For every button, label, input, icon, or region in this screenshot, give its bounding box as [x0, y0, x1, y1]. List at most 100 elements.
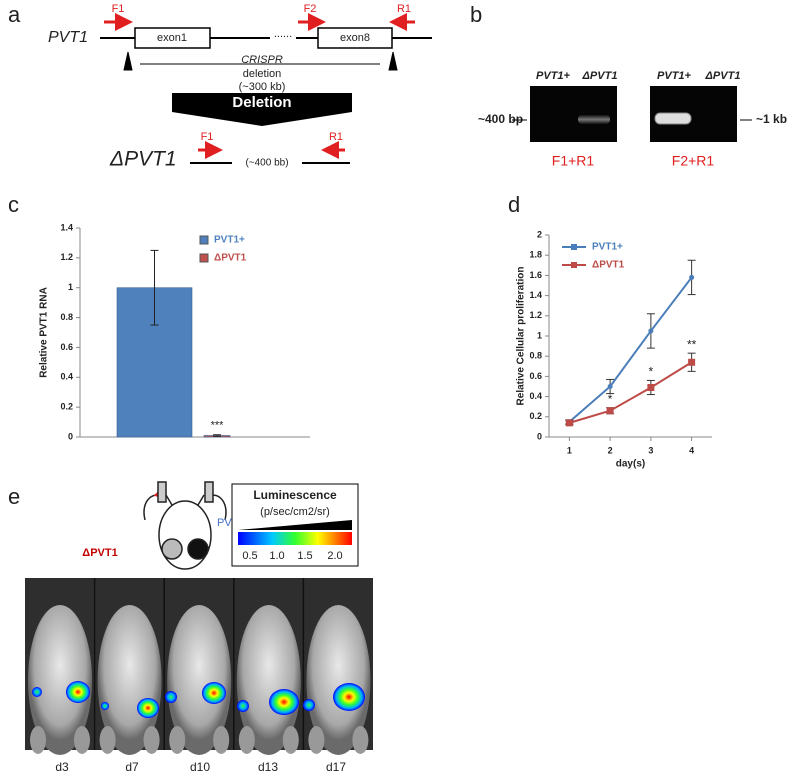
panel-label: c: [8, 192, 19, 217]
exon-box: [134, 27, 211, 49]
mouse-body: [306, 605, 371, 755]
luminescence-signal: [32, 687, 42, 697]
mouse-leg: [352, 726, 369, 754]
size-marker: ~1 kb: [756, 112, 787, 126]
lane-label: PVT1+: [657, 70, 692, 82]
point: [688, 358, 696, 366]
exon-label: exon8: [340, 32, 370, 44]
gel-band: [654, 112, 692, 125]
mouse-body: [28, 605, 92, 755]
panel-label: e: [8, 484, 20, 509]
scale-unit: (p/sec/cm2/sr): [260, 506, 330, 518]
scale-label: 1.0: [269, 550, 284, 562]
mouse-leg: [143, 726, 160, 754]
series-line: [569, 361, 693, 424]
legend-marker: [571, 262, 577, 268]
y-tick-label: 1.2: [529, 310, 542, 320]
luminescence-signal: [202, 682, 226, 704]
y-tick-label: 0.8: [529, 351, 542, 361]
luminescence-signal: [165, 691, 177, 703]
day-label: d13: [258, 760, 278, 774]
y-tick-label: 0: [537, 431, 542, 441]
scale-wedge: [238, 520, 352, 530]
significance: **: [687, 337, 697, 351]
y-tick-label: 0.8: [60, 312, 73, 322]
y-tick-label: 0.6: [60, 342, 73, 352]
y-tick-label: 0.2: [60, 402, 73, 412]
x-axis-label: day(s): [616, 459, 645, 470]
mouse-leg: [74, 726, 90, 754]
primer-pair: F1+R1: [552, 153, 595, 169]
gene-name: PVT1: [48, 29, 88, 46]
deletion-note: deletion: [243, 68, 282, 80]
y-tick-label: 1.4: [529, 290, 542, 300]
y-tick-label: 2: [537, 229, 542, 239]
deleted-gene: ΔPVT1: [109, 148, 177, 171]
point: [606, 407, 614, 415]
point: [689, 274, 695, 280]
scale-title: Luminescence: [253, 488, 337, 502]
gel-panel: PVT1+ ΔPVT1 ~400 bp F1+R1 PVT1+ ΔPVT1 ~1…: [478, 70, 787, 169]
ellipsis: ......: [274, 28, 292, 40]
y-axis-label: Relative PVT1 RNA: [39, 287, 50, 378]
exon-label: exon1: [157, 32, 187, 44]
x-tick-label: 4: [689, 445, 694, 455]
legend-label: ΔPVT1: [214, 253, 247, 264]
primer-label: R1: [397, 3, 411, 15]
mouse-body: [167, 605, 232, 755]
legend-label: PVT1+: [214, 235, 245, 246]
significance: *: [608, 392, 613, 406]
significance: ***: [211, 420, 225, 432]
mouse-leg: [282, 726, 299, 754]
point: [647, 384, 655, 392]
y-tick-label: 1.8: [529, 250, 542, 260]
primer-label: F2: [304, 3, 317, 15]
x-tick-label: 1: [567, 445, 572, 455]
significance: *: [649, 365, 654, 379]
color-bar: [238, 532, 352, 545]
luminescence-signal: [237, 700, 249, 712]
y-axis-label: Relative Cellular proliferation: [516, 267, 527, 406]
mouse-leg: [308, 726, 325, 754]
gel-band: [578, 115, 610, 124]
day-label: d7: [125, 760, 139, 774]
deletion-arrow-label: Deletion: [232, 94, 291, 111]
day-label: d17: [326, 760, 346, 774]
legend-marker: [571, 244, 577, 250]
cut-site: [388, 51, 398, 71]
lane-label: PVT1+: [536, 70, 571, 82]
day-label: d10: [190, 760, 210, 774]
imaging-panel: ΔPVT1 PVT1+ Luminescence (p/sec/cm2/sr) …: [25, 481, 373, 774]
mouse-images: [25, 578, 373, 755]
gene-diagram: PVT1 ...... exon1 exon8 F1 F2 R1 CRISPR …: [48, 3, 432, 171]
series-line: [568, 276, 693, 423]
scale-label: 0.5: [242, 550, 257, 562]
point: [565, 419, 573, 427]
injection-label: ΔPVT1: [82, 547, 117, 559]
mouse-leg: [169, 726, 186, 754]
y-tick-label: 1: [68, 282, 73, 292]
panel-label: b: [470, 2, 482, 27]
mouse-leg: [99, 726, 116, 754]
y-tick-label: 0.4: [60, 372, 73, 382]
gel-image: [530, 86, 617, 142]
luminescence-signal: [66, 681, 90, 703]
legend-label: PVT1+: [592, 242, 623, 253]
crispr-label: CRISPR: [241, 54, 283, 66]
legend-swatch: [199, 253, 209, 263]
y-tick-label: 0.2: [529, 411, 542, 421]
mouse-body: [236, 605, 301, 755]
primer-label: R1: [329, 131, 343, 143]
legend-swatch: [199, 235, 209, 245]
y-tick-label: 1.6: [529, 270, 542, 280]
y-tick-label: 1: [537, 330, 542, 340]
luminescence-signal: [101, 702, 109, 710]
lane-label: ΔPVT1: [582, 70, 618, 82]
day-label: d3: [55, 760, 69, 774]
luminescence-signal: [303, 699, 315, 711]
panel-label: d: [508, 192, 520, 217]
mouse-leg: [30, 726, 46, 754]
scale-label: 2.0: [327, 550, 342, 562]
scale-label: 1.5: [297, 550, 312, 562]
